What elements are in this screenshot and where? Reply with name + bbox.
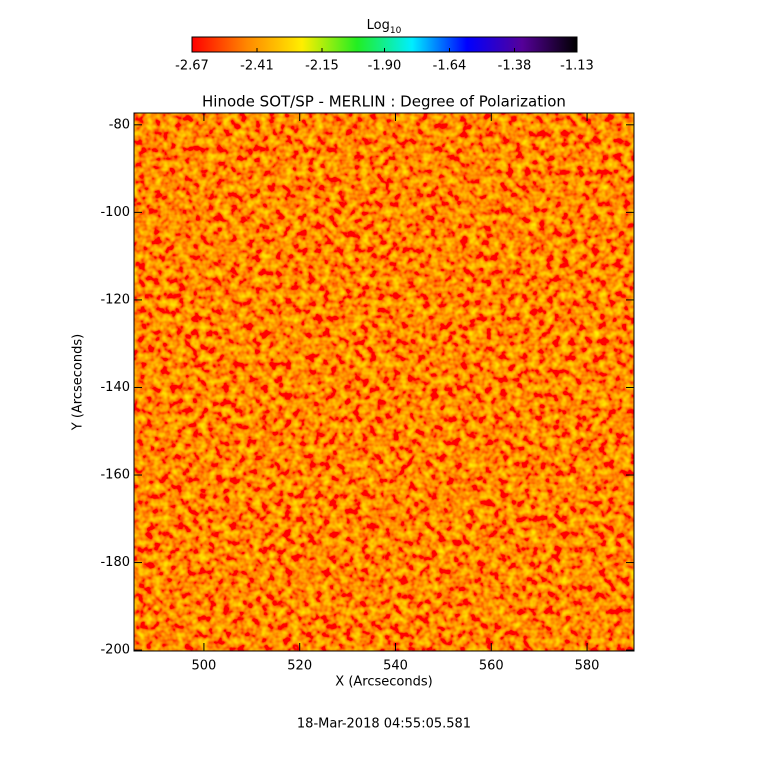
y-tick-label: -180: [100, 555, 130, 570]
colorbar-tick-label: -1.64: [433, 59, 467, 74]
footer-timestamp: 18-Mar-2018 04:55:05.581: [297, 717, 471, 732]
colorbar-tick-label: -1.90: [368, 59, 402, 74]
y-axis-label: Y (Arcseconds): [71, 334, 86, 431]
plot-frame: [133, 112, 635, 652]
colorbar-tick-label: -1.38: [498, 59, 532, 74]
y-tick-label: -80: [109, 117, 130, 132]
y-tick-label: -160: [100, 468, 130, 483]
colorbar-tick-label: -2.67: [175, 59, 209, 74]
colorbar-tick-label: -2.15: [305, 59, 339, 74]
colorbar-label-text: Log: [367, 18, 390, 33]
polarization-map: [134, 113, 634, 651]
y-tick-label: -140: [100, 380, 130, 395]
colorbar-tick-label: -2.41: [240, 59, 274, 74]
colorbar-label: Log10: [367, 18, 402, 36]
colorbar-label-subscript: 10: [390, 26, 402, 36]
colorbar-tick-label: -1.13: [560, 59, 594, 74]
chart-title: Hinode SOT/SP - MERLIN : Degree of Polar…: [202, 93, 566, 111]
x-tick-label: 580: [575, 659, 600, 674]
y-tick-label: -200: [100, 643, 130, 658]
x-tick-label: 540: [383, 659, 408, 674]
y-tick-label: -100: [100, 205, 130, 220]
x-tick-label: 520: [287, 659, 312, 674]
y-tick-label: -120: [100, 292, 130, 307]
x-tick-label: 500: [192, 659, 217, 674]
x-axis-label: X (Arcseconds): [335, 675, 432, 690]
x-tick-label: 560: [479, 659, 504, 674]
